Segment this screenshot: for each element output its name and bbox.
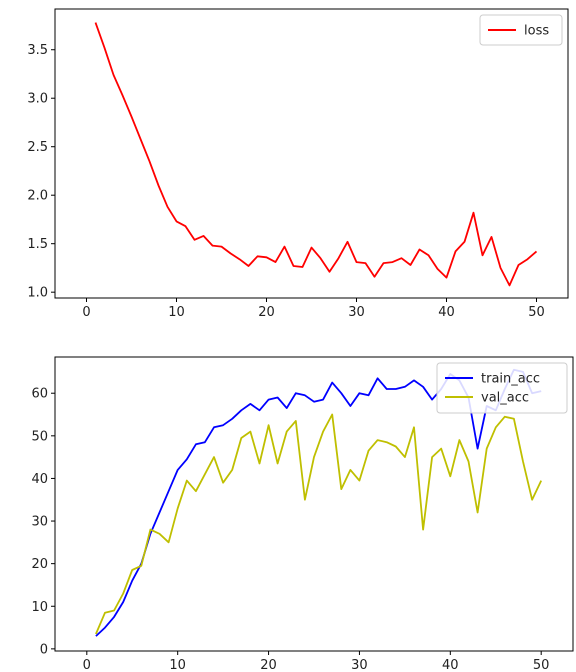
x-tick-label: 30 [351, 658, 368, 672]
y-tick-label: 1.5 [27, 237, 48, 252]
x-tick-label: 20 [258, 305, 275, 320]
series-line-val-acc [95, 413, 543, 635]
x-tick-label: 40 [442, 658, 459, 672]
x-tick-label: 10 [169, 658, 186, 672]
legend-box [479, 14, 563, 46]
x-tick-label: 40 [438, 305, 455, 320]
y-tick-label: 3.5 [27, 43, 48, 58]
y-tick-label: 30 [31, 515, 48, 530]
x-tick-label: 50 [533, 658, 550, 672]
legend-label: train_acc [481, 372, 540, 387]
plot-frame [54, 356, 574, 652]
accuracy-chart: 0 10 20 30 40 50 0 10 20 30 40 50 60 train_acc val_acc [31, 356, 574, 672]
y-tick-label: 2.5 [27, 140, 48, 155]
x-tick-label: 0 [83, 658, 91, 672]
y-tick-label: 20 [31, 557, 48, 572]
y-tick-label: 1.0 [27, 286, 48, 301]
legend: loss [479, 14, 563, 46]
y-tick-label: 0 [40, 642, 48, 657]
x-tick-label: 50 [528, 305, 545, 320]
legend: train_acc val_acc [436, 362, 568, 414]
y-tick-label: 2.0 [27, 189, 48, 204]
legend-label: val_acc [481, 391, 529, 406]
legend-box [436, 362, 568, 414]
y-tick-label: 3.0 [27, 92, 48, 107]
series-line-loss [94, 22, 538, 287]
y-tick-label: 50 [31, 429, 48, 444]
loss-chart: 0 10 20 30 40 50 1.0 1.5 2.0 2.5 3.0 3.5 loss [27, 8, 569, 320]
y-tick-label: 60 [31, 387, 48, 402]
y-tick-label: 10 [31, 600, 48, 615]
x-tick-label: 10 [168, 305, 185, 320]
plot-frame [54, 8, 569, 299]
y-tick-label: 40 [31, 472, 48, 487]
legend-label: loss [524, 24, 549, 39]
x-tick-label: 30 [348, 305, 365, 320]
x-tick-label: 20 [260, 658, 277, 672]
x-tick-label: 0 [82, 305, 90, 320]
